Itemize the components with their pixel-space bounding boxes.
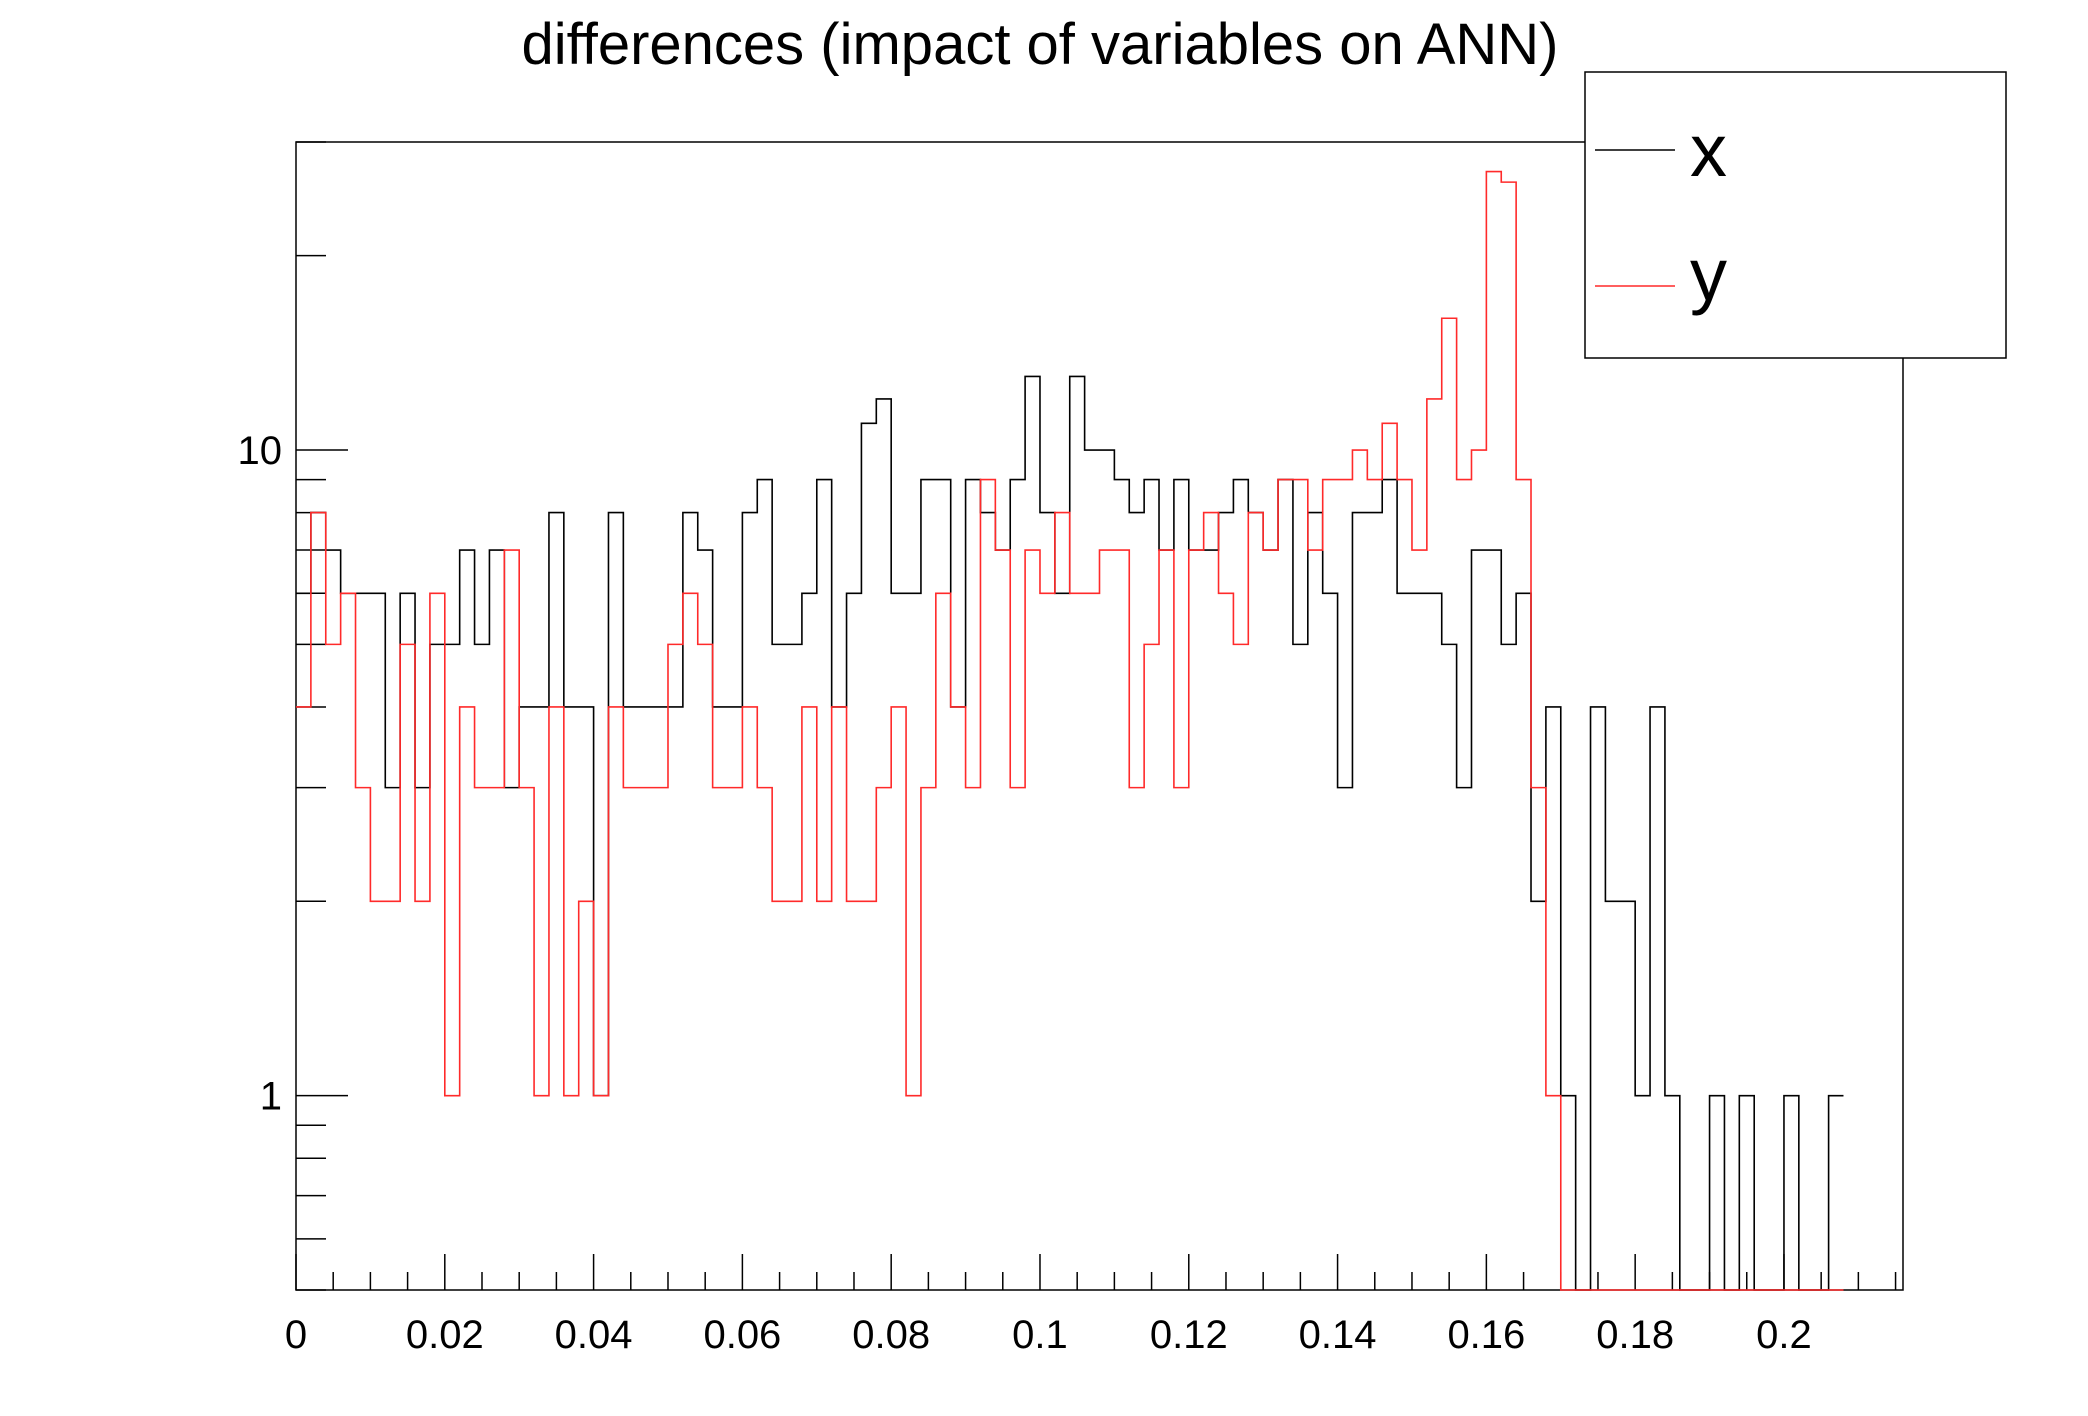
- y-tick-label: 10: [238, 429, 283, 473]
- x-tick-label: 0.12: [1150, 1313, 1228, 1357]
- x-tick-label: 0.2: [1756, 1313, 1812, 1357]
- legend-box: [1584, 71, 2007, 359]
- chart-title: differences (impact of variables on ANN): [522, 12, 1559, 77]
- x-tick-label: 0.16: [1447, 1313, 1525, 1357]
- x-tick-label: 0.04: [555, 1313, 633, 1357]
- x-tick-label: 0.08: [852, 1313, 930, 1357]
- plot-area: 0 0.02 0.04 0.06 0.08 0.1 0.12 0.14 0.16 0.18 0.2 1…: [238, 141, 1904, 1357]
- x-tick-label: 0.18: [1596, 1313, 1674, 1357]
- legend-label-x: x: [1690, 109, 1727, 192]
- legend-label-y: y: [1690, 233, 1727, 316]
- y-tick-label: 1: [260, 1075, 282, 1119]
- legend: x y: [1584, 71, 2007, 359]
- series-line-y: [296, 170, 1844, 1291]
- x-tick-label: 0.14: [1299, 1313, 1377, 1357]
- x-tick-label: 0.02: [406, 1313, 484, 1357]
- x-tick-label: 0.06: [703, 1313, 781, 1357]
- x-tick-label: 0: [285, 1313, 307, 1357]
- plot-frame: [295, 141, 1904, 1291]
- x-tick-label: 0.1: [1012, 1313, 1068, 1357]
